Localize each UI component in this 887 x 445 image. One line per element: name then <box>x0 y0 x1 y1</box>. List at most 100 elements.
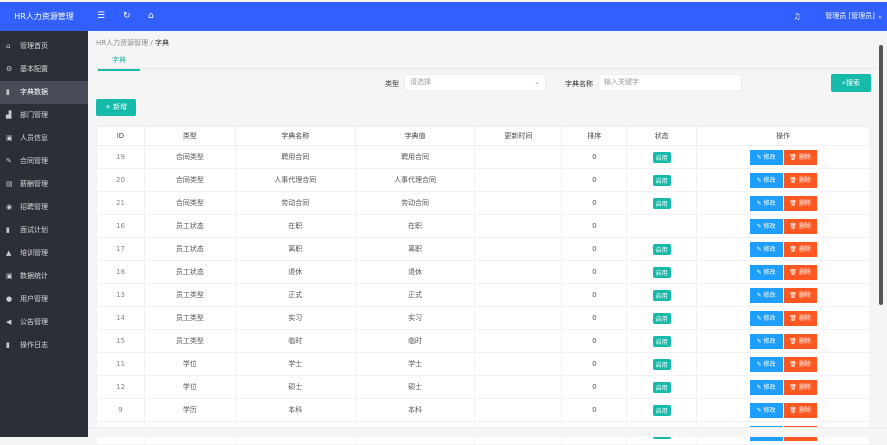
sidebar-item-6[interactable]: ▤ 薪酬管理 <box>0 173 88 196</box>
cell-sort: 0 <box>561 214 628 238</box>
cell-actions: ✎ 修改🗑 删除 <box>696 260 870 284</box>
cell-value: 退休 <box>354 260 476 284</box>
cell-time <box>474 283 563 307</box>
chevron-down-icon: ⌄ <box>534 78 540 86</box>
cell-actions: ✎ 修改🗑 删除 <box>696 352 870 376</box>
user-name: 管理员 [管理员] <box>825 12 875 20</box>
bell-icon[interactable]: ♫ <box>793 12 801 21</box>
sidebar-item-label: 用户管理 <box>20 295 48 303</box>
menu-toggle-icon[interactable]: ☰ <box>97 11 106 21</box>
sidebar-item-8[interactable]: ▮ 面试计划 <box>0 219 88 242</box>
footer-bar <box>88 427 887 437</box>
cell-status: 启用 <box>626 352 698 376</box>
status-badge: 启用 <box>652 404 671 416</box>
cell-id: 13 <box>96 283 145 307</box>
sidebar-item-5[interactable]: ✎ 合同管理 <box>0 150 88 173</box>
speaker-icon: ◀ <box>6 318 12 326</box>
breadcrumb-current: 字典 <box>154 39 169 47</box>
cell-actions: ✎ 修改🗑 删除 <box>696 214 870 238</box>
edit-button[interactable]: ✎ 修改 <box>749 379 783 395</box>
status-badge: 启用 <box>652 197 671 209</box>
search-icon: ⌕ <box>842 79 846 87</box>
delete-button[interactable]: 🗑 删除 <box>783 356 817 372</box>
cell-name: 实习 <box>234 306 356 330</box>
edit-button[interactable]: ✎ 修改 <box>749 264 783 280</box>
edit-button[interactable]: ✎ 修改 <box>749 310 783 326</box>
delete-button[interactable]: 🗑 删除 <box>783 287 817 303</box>
sidebar-item-10[interactable]: ▣ 数据统计 <box>0 265 88 288</box>
edit-button[interactable]: ✎ 修改 <box>749 287 783 303</box>
cell-type: 员工状态 <box>143 237 236 261</box>
delete-button[interactable]: 🗑 删除 <box>783 264 817 280</box>
table-row: 11 学位 学士 学士 0 启用 ✎ 修改 🗑 删除 <box>96 352 870 376</box>
cell-actions: ✎ 修改🗑 删除 <box>696 306 870 330</box>
cell-id: 18 <box>96 260 145 284</box>
sidebar-item-9[interactable]: ▲ 培训管理 <box>0 242 88 265</box>
home-icon[interactable]: ⌂ <box>148 11 154 21</box>
delete-button[interactable]: 🗑 删除 <box>783 218 817 234</box>
cell-sort: 0 <box>561 191 628 215</box>
table-row: 20 合同类型 人事代理合同 人事代理合同 0 启用 ✎ 修改 🗑 删除 <box>96 168 870 192</box>
sidebar-item-11[interactable]: ● 用户管理 <box>0 288 88 311</box>
edit-button[interactable]: ✎ 修改 <box>749 195 783 211</box>
sidebar-item-12[interactable]: ◀ 公告管理 <box>0 311 88 334</box>
sidebar-item-label: 面试计划 <box>20 226 48 234</box>
sidebar-item-13[interactable]: ▮ 操作日志 <box>0 334 88 357</box>
cell-status: 启用 <box>626 329 698 353</box>
cell-status: 启用 <box>626 237 698 261</box>
cell-sort: 0 <box>561 283 628 307</box>
edit-button[interactable]: ✎ 修改 <box>749 149 783 165</box>
column-header: 字典值 <box>354 126 476 146</box>
cell-actions: ✎ 修改🗑 删除 <box>696 168 870 192</box>
cell-actions: ✎ 修改🗑 删除 <box>696 145 870 169</box>
delete-button[interactable]: 🗑 删除 <box>783 172 817 188</box>
search-button[interactable]: ⌕搜索 <box>831 74 871 92</box>
sidebar-item-2[interactable]: ▮ 字典数据 <box>0 81 88 104</box>
add-button[interactable]: + 新增 <box>96 99 136 116</box>
salary-icon: ▤ <box>6 180 13 188</box>
sidebar-item-3[interactable]: ▟ 部门管理 <box>0 104 88 127</box>
sidebar-item-4[interactable]: ▣ 人员信息 <box>0 127 88 150</box>
cell-value: 实习 <box>354 306 476 330</box>
edit-button[interactable]: ✎ 修改 <box>749 356 783 372</box>
cell-actions: ✎ 修改🗑 删除 <box>696 237 870 261</box>
delete-button[interactable]: 🗑 删除 <box>783 149 817 165</box>
delete-button[interactable]: 🗑 删除 <box>783 241 817 257</box>
sidebar-item-1[interactable]: ⚙ 基本配置 <box>0 58 88 81</box>
cell-value: 本科 <box>354 398 476 422</box>
edit-button[interactable]: ✎ 修改 <box>749 241 783 257</box>
refresh-icon[interactable]: ↻ <box>123 11 131 21</box>
delete-button[interactable]: 🗑 删除 <box>783 195 817 211</box>
dict-name-input[interactable]: 输入关键字 <box>598 74 742 91</box>
edit-button[interactable]: ✎ 修改 <box>749 172 783 188</box>
column-header: 操作 <box>696 126 870 146</box>
delete-button[interactable]: 🗑 删除 <box>783 379 817 395</box>
cell-type: 员工类型 <box>143 329 236 353</box>
table-row: 15 员工类型 临时 临时 0 启用 ✎ 修改 🗑 删除 <box>96 329 870 353</box>
contract-icon: ✎ <box>6 157 12 165</box>
column-header: 状态 <box>626 126 698 146</box>
type-select[interactable]: 请选择 ⌄ <box>404 74 546 91</box>
dict-name-label: 字典名称 <box>565 80 593 88</box>
table-row: 19 合同类型 聘用合同 聘用合同 0 启用 ✎ 修改 🗑 删除 <box>96 145 870 169</box>
sidebar-item-0[interactable]: ⌂ 管理首页 <box>0 35 88 58</box>
tab-dictionary[interactable]: 字典 <box>98 55 140 71</box>
scrollbar-thumb[interactable] <box>879 45 883 305</box>
delete-button[interactable]: 🗑 删除 <box>783 310 817 326</box>
breadcrumb-root[interactable]: HR人力资源管理 <box>96 39 149 47</box>
edit-button[interactable]: ✎ 修改 <box>749 333 783 349</box>
edit-button[interactable]: ✎ 修改 <box>749 402 783 418</box>
column-header: 排序 <box>561 126 628 146</box>
delete-button[interactable]: 🗑 删除 <box>783 402 817 418</box>
table-row: 13 员工类型 正式 正式 0 启用 ✎ 修改 🗑 删除 <box>96 283 870 307</box>
cell-id: 17 <box>96 237 145 261</box>
sidebar-item-7[interactable]: ◉ 招聘管理 <box>0 196 88 219</box>
edit-button[interactable]: ✎ 修改 <box>749 218 783 234</box>
cell-status: 启用 <box>626 306 698 330</box>
delete-button[interactable]: 🗑 删除 <box>783 333 817 349</box>
cell-id: 16 <box>96 214 145 238</box>
user-menu[interactable]: 管理员 [管理员] ⌄ <box>825 2 883 31</box>
cell-value: 劳动合同 <box>354 191 476 215</box>
vertical-scrollbar[interactable] <box>879 39 884 319</box>
sidebar-item-label: 培训管理 <box>20 249 48 257</box>
